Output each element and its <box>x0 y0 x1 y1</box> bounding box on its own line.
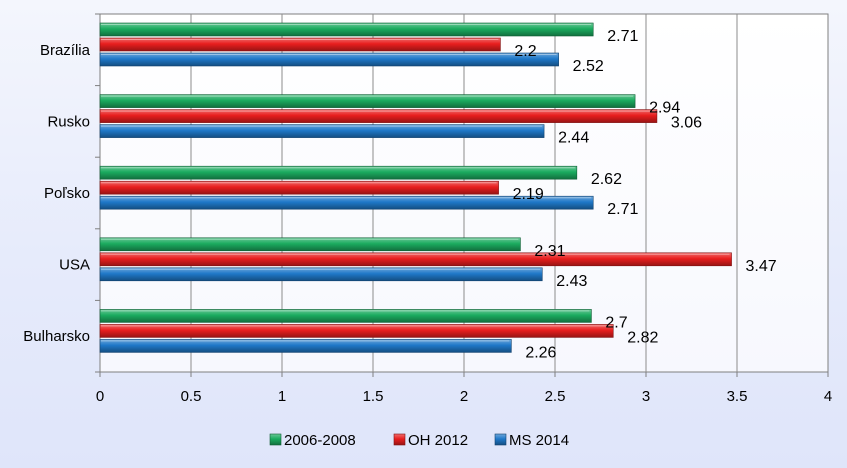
bar <box>99 309 592 323</box>
data-label: 2.26 <box>525 344 556 361</box>
x-tick-label: 2 <box>460 388 468 405</box>
data-label: 2.71 <box>607 201 638 218</box>
data-label: 2.52 <box>573 58 604 75</box>
legend-swatch <box>494 433 507 446</box>
bar <box>99 94 636 108</box>
legend-label: MS 2014 <box>509 432 569 449</box>
x-tick-label: 3 <box>642 388 650 405</box>
category-label: Poľsko <box>44 185 90 202</box>
data-label: 2.7 <box>605 314 627 331</box>
data-label: 2.31 <box>534 243 565 260</box>
legend-label: OH 2012 <box>408 432 468 449</box>
data-label: 3.06 <box>671 115 702 132</box>
bar <box>99 124 545 138</box>
bar <box>99 22 594 37</box>
data-label: 2.43 <box>556 273 587 290</box>
x-tick-label: 4 <box>824 388 832 405</box>
legend-swatch <box>393 433 406 446</box>
data-label: 2.2 <box>514 43 536 60</box>
category-label: Brazília <box>40 42 91 59</box>
bar <box>99 339 512 353</box>
bar <box>99 267 543 282</box>
data-label: 2.19 <box>513 186 544 203</box>
bar <box>99 52 559 67</box>
category-label: USA <box>59 257 90 274</box>
bar <box>99 180 499 195</box>
x-tick-label: 0 <box>96 388 104 405</box>
bar <box>99 252 732 267</box>
data-label: 2.62 <box>591 171 622 188</box>
legend-swatch <box>269 433 282 446</box>
x-tick-label: 2.5 <box>545 388 566 405</box>
data-label: 2.71 <box>607 28 638 45</box>
legend-label: 2006-2008 <box>284 432 356 449</box>
x-tick-label: 0.5 <box>181 388 202 405</box>
category-label: Rusko <box>47 113 90 130</box>
category-label: Bulharsko <box>23 328 90 345</box>
data-label: 2.94 <box>649 100 680 117</box>
data-label: 3.47 <box>746 258 777 275</box>
bar <box>99 324 614 338</box>
bar <box>99 195 594 210</box>
legend: 2006-2008 OH 2012 MS 2014 <box>269 432 569 449</box>
x-tick-label: 1.5 <box>363 388 384 405</box>
data-label: 2.82 <box>627 329 658 346</box>
data-label: 2.44 <box>558 130 589 147</box>
bar <box>99 109 658 123</box>
x-tick-label: 3.5 <box>727 388 748 405</box>
bar <box>99 165 578 180</box>
x-tick-label: 1 <box>278 388 286 405</box>
bar <box>99 37 501 52</box>
bar <box>99 237 521 252</box>
